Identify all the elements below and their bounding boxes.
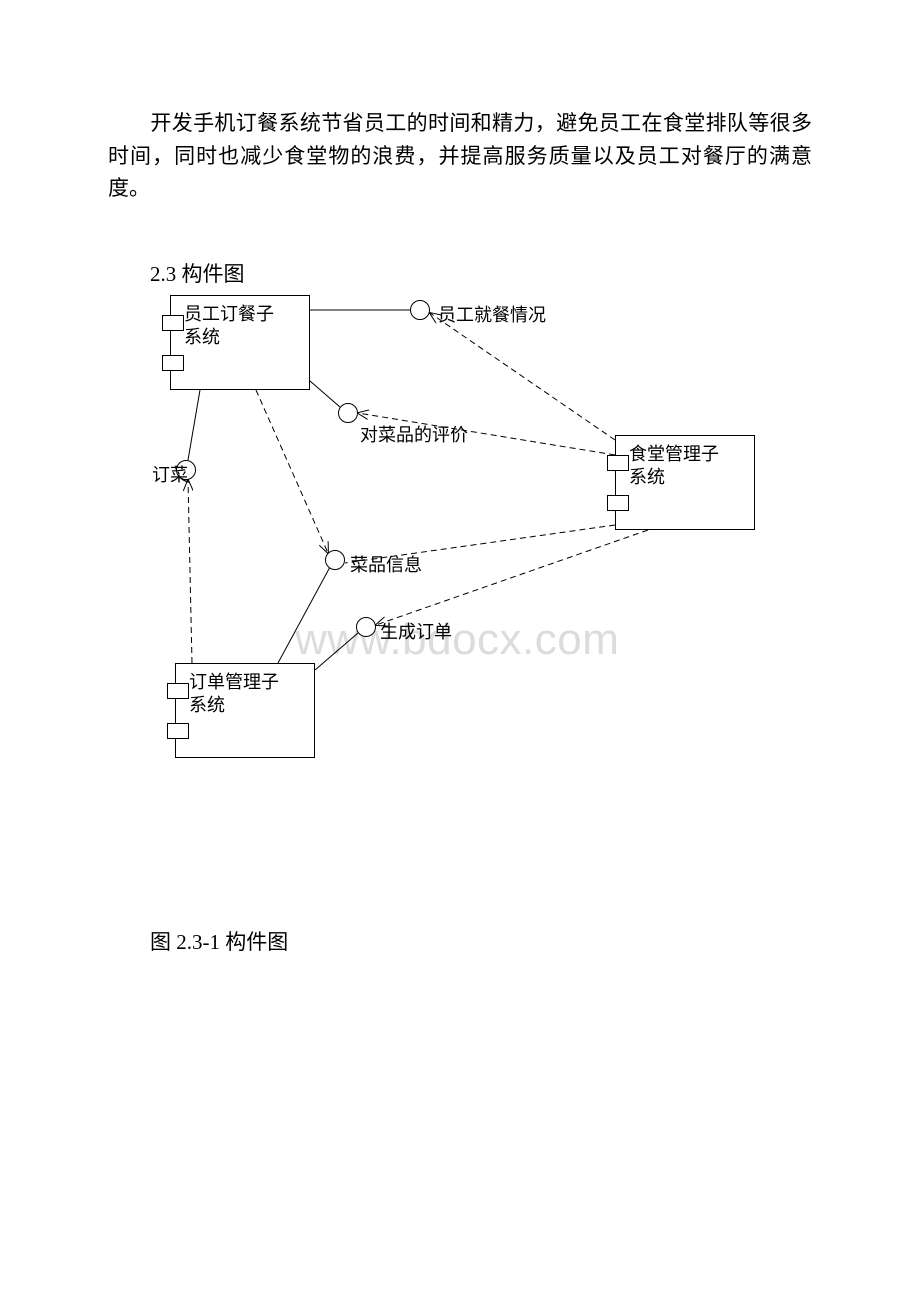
figure-caption: 图 2.3-1 构件图: [150, 926, 288, 956]
watermark: www.bdocx.com: [295, 615, 619, 665]
component-tab-order-mgmt-1: [167, 723, 189, 739]
interface-label-dining-status: 员工就餐情况: [438, 301, 546, 327]
component-tab-order-mgmt-0: [167, 683, 189, 699]
interface-dish-review: [338, 403, 358, 423]
intro-paragraph: 开发手机订餐系统节省员工的时间和精力，避免员工在食堂排队等很多时间，同时也减少食…: [108, 107, 812, 205]
component-tab-canteen-mgmt-1: [607, 495, 629, 511]
component-tab-emp-ordering-1: [162, 355, 184, 371]
component-label-order-mgmt: 订单管理子 系统: [189, 671, 279, 718]
component-diagram: www.bdocx.com 员工订餐子 系统食堂管理子 系统订单管理子 系统 员工…: [120, 285, 820, 785]
interface-label-dish-info: 菜品信息: [350, 551, 422, 577]
interface-dish-info: [325, 550, 345, 570]
interface-label-order-dish: 订菜: [152, 461, 188, 487]
interface-label-dish-review: 对菜品的评价: [360, 421, 468, 447]
component-tab-canteen-mgmt-0: [607, 455, 629, 471]
section-heading: 2.3 构件图: [150, 258, 245, 288]
component-label-canteen-mgmt: 食堂管理子 系统: [629, 443, 719, 490]
interface-gen-order: [356, 617, 376, 637]
interface-dining-status: [410, 300, 430, 320]
component-tab-emp-ordering-0: [162, 315, 184, 331]
component-label-emp-ordering: 员工订餐子 系统: [184, 303, 274, 350]
interface-label-gen-order: 生成订单: [380, 618, 452, 644]
intro-text: 开发手机订餐系统节省员工的时间和精力，避免员工在食堂排队等很多时间，同时也减少食…: [108, 111, 812, 200]
